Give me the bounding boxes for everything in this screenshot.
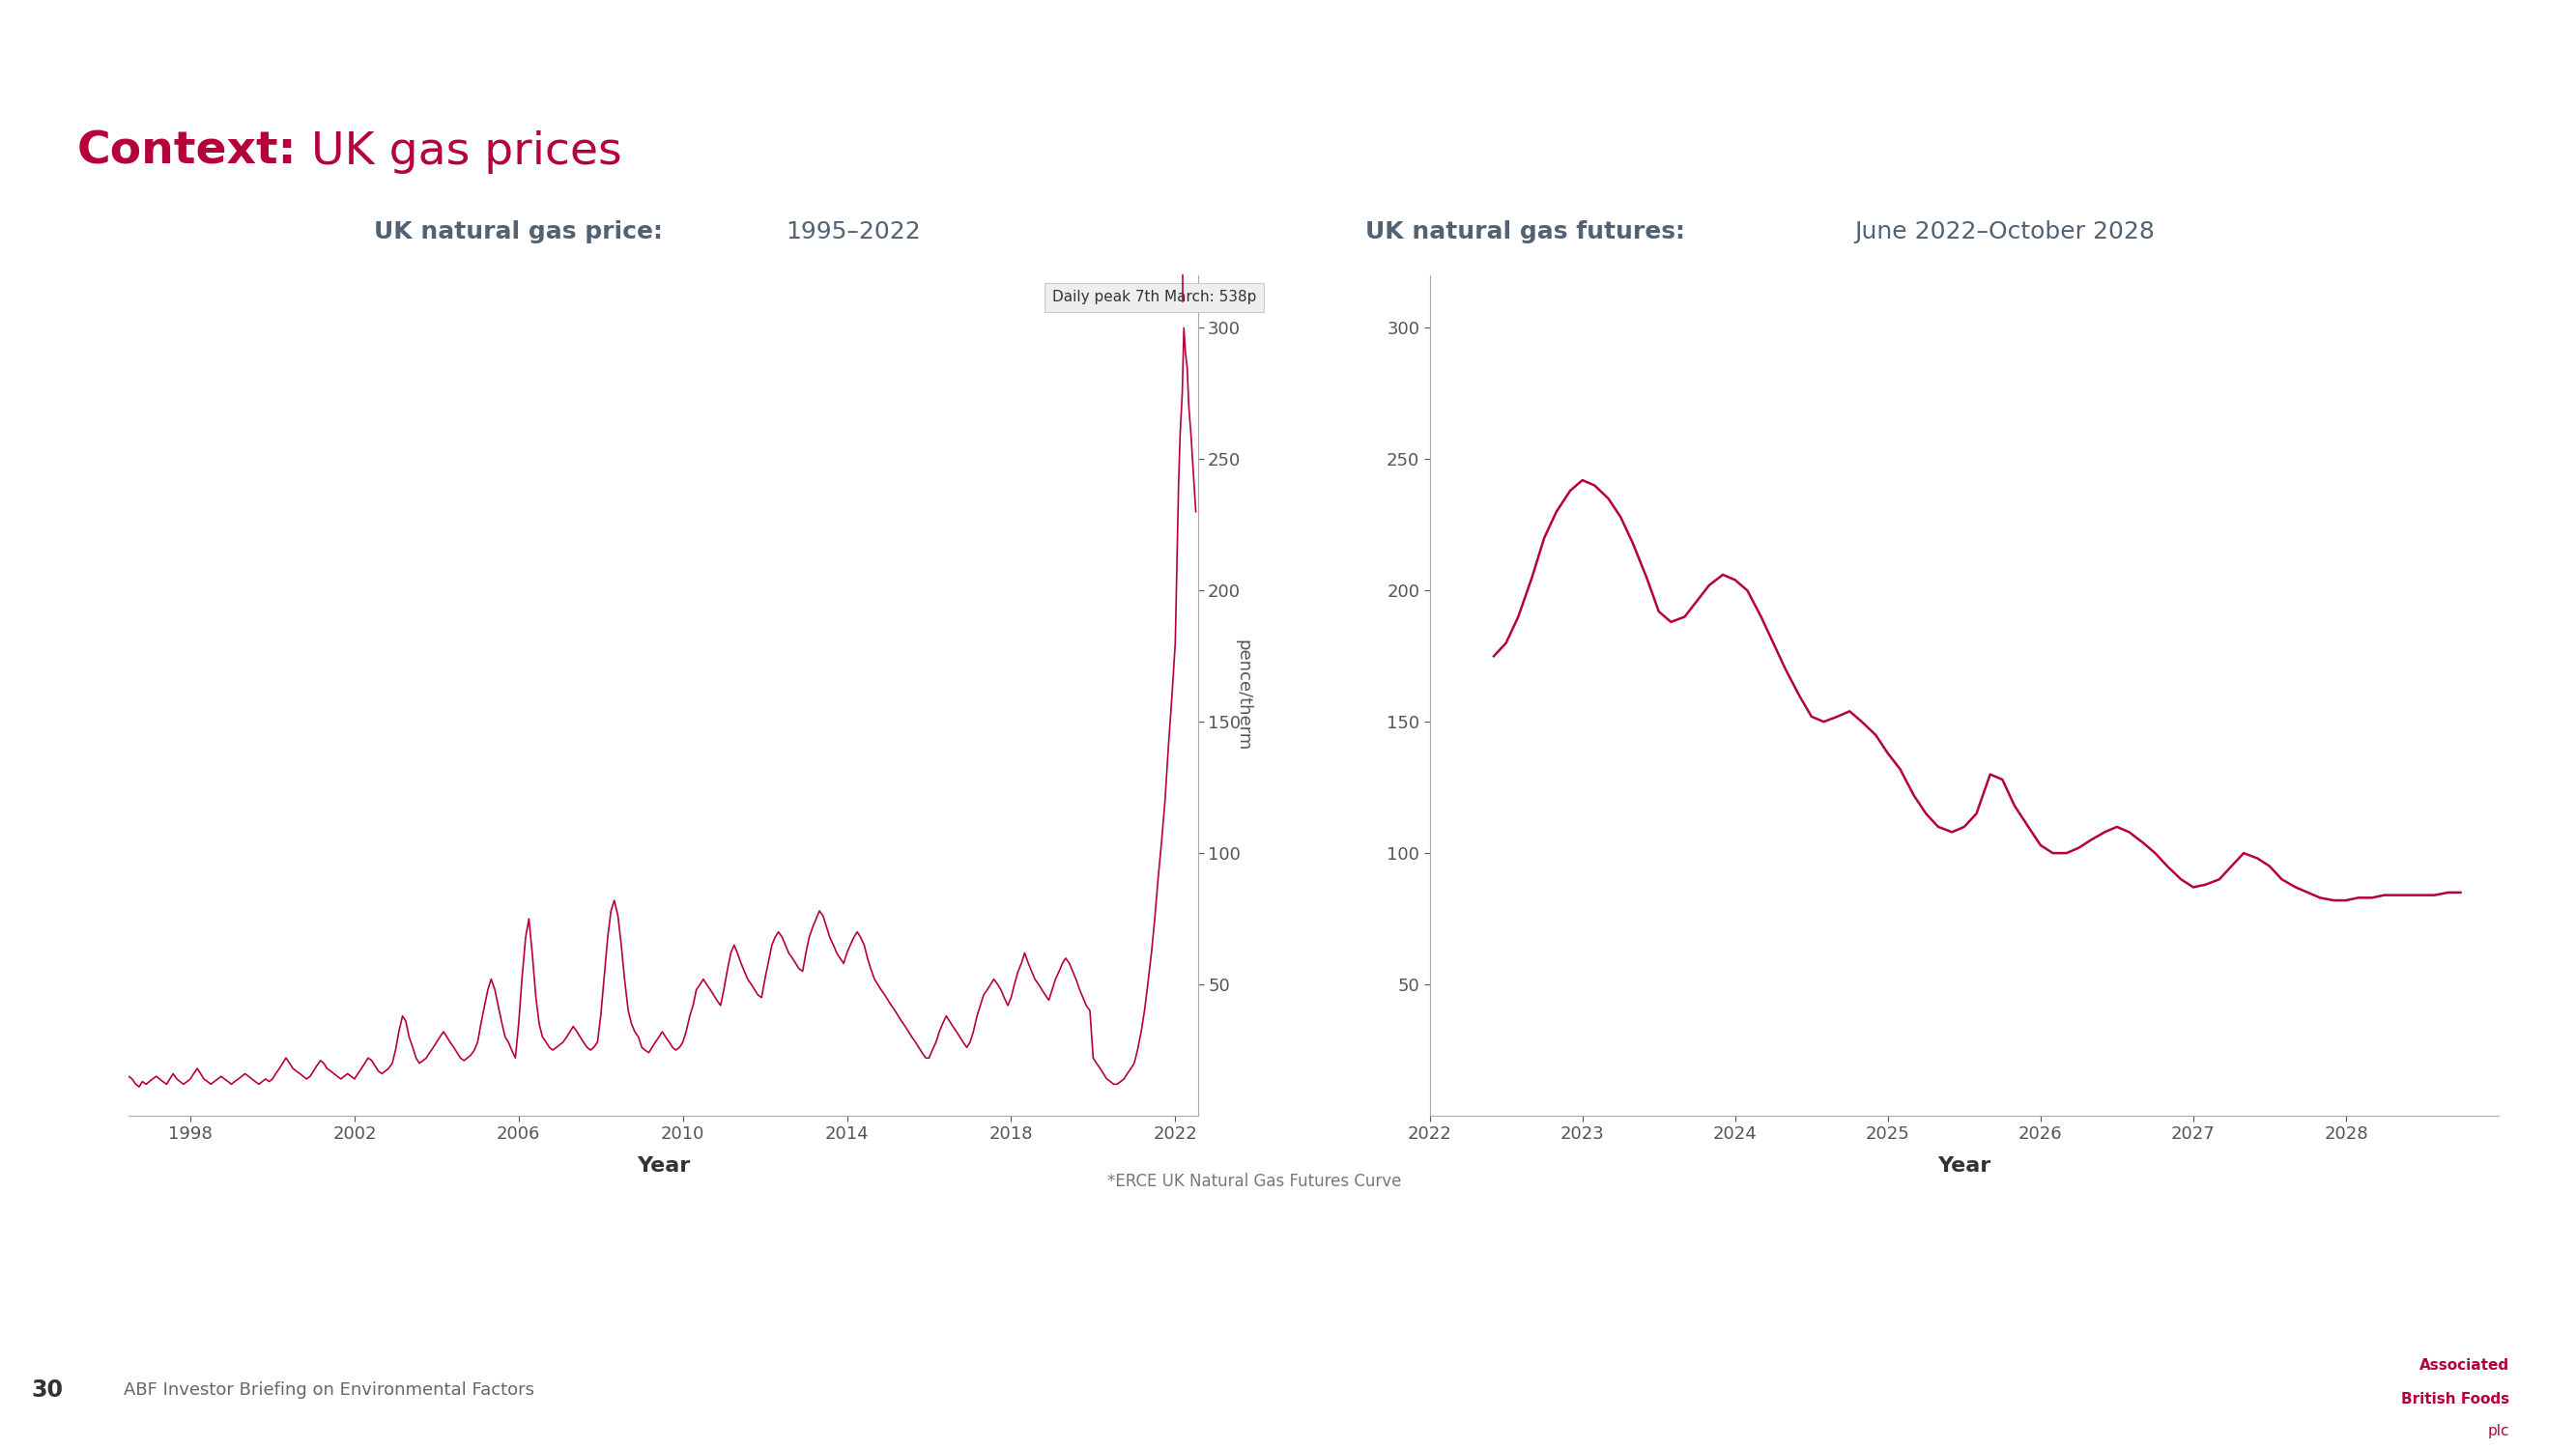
X-axis label: Year: Year <box>636 1156 690 1177</box>
Text: 30: 30 <box>31 1378 62 1401</box>
Text: GHG Emissions and Carbon Enablement: GHG Emissions and Carbon Enablement <box>2133 33 2519 51</box>
Text: ABF Investor Briefing on Environmental Factors: ABF Investor Briefing on Environmental F… <box>124 1381 533 1398</box>
Text: British Foods: British Foods <box>2401 1392 2509 1407</box>
Text: Context:: Context: <box>77 130 296 174</box>
Text: UK natural gas futures:: UK natural gas futures: <box>1365 220 1685 243</box>
Text: *ERCE UK Natural Gas Futures Curve: *ERCE UK Natural Gas Futures Curve <box>1108 1172 1401 1190</box>
Text: 1995–2022: 1995–2022 <box>786 220 920 243</box>
Text: Daily peak 7th March: 538p: Daily peak 7th March: 538p <box>1051 290 1257 304</box>
Text: Associated: Associated <box>2419 1359 2509 1374</box>
Text: UK gas prices: UK gas prices <box>296 130 621 174</box>
X-axis label: Year: Year <box>1937 1156 1991 1177</box>
Y-axis label: pence/therm: pence/therm <box>1234 640 1252 751</box>
Text: June 2022–October 2028: June 2022–October 2028 <box>1855 220 2156 243</box>
Text: UK natural gas price:: UK natural gas price: <box>374 220 662 243</box>
Text: plc: plc <box>2488 1424 2509 1439</box>
